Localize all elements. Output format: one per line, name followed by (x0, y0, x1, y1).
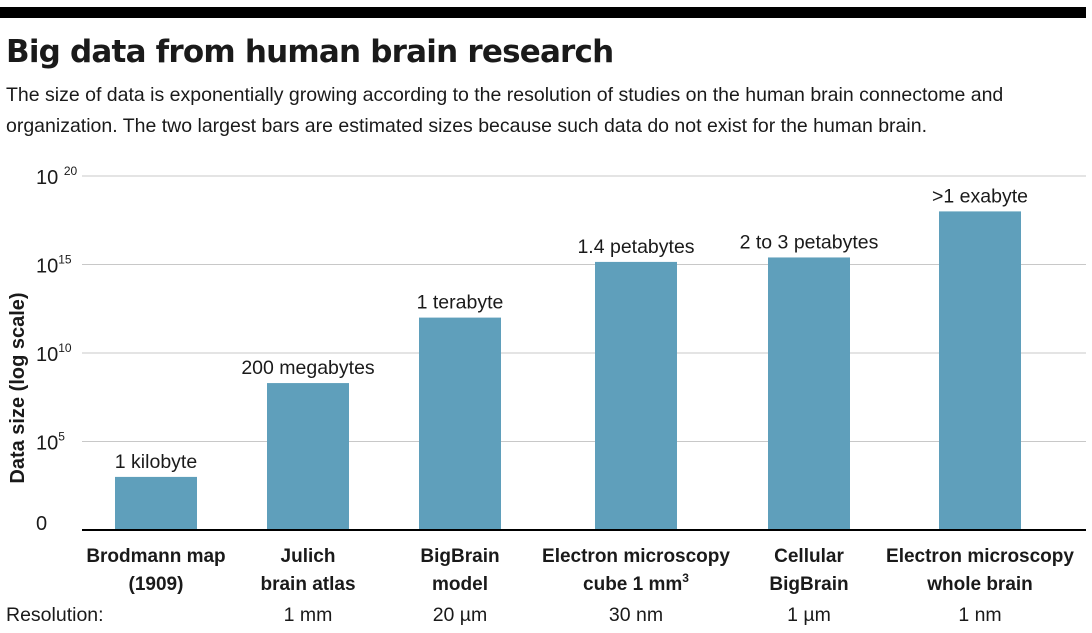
category-label-line2-text: whole brain (926, 574, 1033, 595)
chart-title: Big data from human brain research (6, 34, 614, 70)
category-label-line2: cube 1 mm3 (583, 571, 689, 595)
category-label-superscript: 3 (682, 571, 689, 585)
resolution-value: 1 nm (958, 604, 1001, 626)
data-labels: 1 kilobyte 200 megabytes 1 terabyte 1.4 pet… (115, 185, 1028, 473)
data-label: 1 kilobyte (115, 451, 197, 473)
y-tick-label: 105 (36, 430, 65, 455)
category-label-line2: model (432, 574, 488, 595)
category-label-line1: Electron microscopy (886, 546, 1074, 567)
resolution-value: 30 nm (609, 604, 663, 626)
resolution-value: 20 µm (433, 604, 488, 626)
category-label-line1: Electron microscopy (542, 546, 730, 567)
category-label-line2: brain atlas (260, 574, 355, 595)
y-tick-label: 10 20 (36, 164, 77, 189)
resolution-row-label: Resolution: (6, 604, 104, 626)
data-label: 2 to 3 petabytes (740, 231, 879, 253)
gridlines (82, 175, 1086, 442)
data-label: 1.4 petabytes (577, 236, 694, 258)
category-label-line2: BigBrain (769, 574, 848, 595)
y-tick-label: 1010 (36, 341, 72, 366)
category-label-line2-text: BigBrain (769, 574, 848, 595)
category-label-line2-text: model (432, 574, 488, 595)
data-label: >1 exabyte (932, 185, 1028, 207)
bar (595, 261, 677, 530)
data-label: 200 megabytes (241, 357, 375, 379)
bar (115, 476, 197, 530)
category-label-line2: (1909) (129, 574, 184, 595)
category-label-line2-text: cube 1 mm (583, 574, 682, 595)
chart-subtitle: The size of data is exponentially growin… (6, 84, 1004, 137)
resolution-value: 1 mm (284, 604, 333, 626)
category-label-line2-text: (1909) (129, 574, 184, 595)
resolution-values: 1 mm 20 µm 30 nm 1 µm 1 nm (284, 604, 1002, 626)
y-axis-label: Data size (log scale) (7, 292, 29, 483)
category-label-line2: whole brain (926, 574, 1033, 595)
bar (768, 257, 850, 530)
category-label-line1: Cellular (774, 546, 844, 567)
resolution-value: 1 µm (787, 604, 831, 626)
y-tick-labels: 0 105 1010 1015 10 20 (36, 164, 77, 535)
y-tick-label: 1015 (36, 253, 72, 278)
category-label-line1: Brodmann map (86, 546, 225, 567)
bar (419, 317, 501, 530)
bar (939, 211, 1021, 530)
data-label: 1 terabyte (417, 292, 504, 314)
category-labels: Brodmann map (1909) Julich brain atlas BigBr… (86, 546, 1074, 595)
category-label-line1: Julich (281, 546, 336, 567)
y-tick-label: 0 (36, 513, 47, 535)
bar (267, 383, 349, 530)
category-label-line1: BigBrain (420, 546, 499, 567)
top-rule (0, 7, 1086, 18)
bars (115, 211, 1021, 530)
category-label-line2-text: brain atlas (260, 574, 355, 595)
